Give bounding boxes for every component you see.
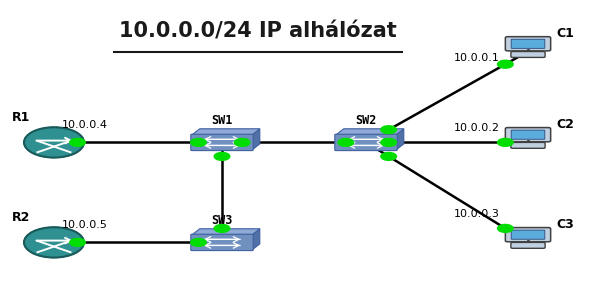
Circle shape	[381, 138, 397, 146]
FancyBboxPatch shape	[505, 128, 551, 142]
FancyBboxPatch shape	[511, 39, 545, 48]
Text: SW3: SW3	[211, 214, 233, 227]
Polygon shape	[396, 129, 404, 150]
Text: 10.0.0.2: 10.0.0.2	[454, 123, 500, 133]
FancyBboxPatch shape	[511, 242, 545, 248]
Polygon shape	[252, 129, 260, 150]
Circle shape	[235, 138, 250, 146]
Polygon shape	[252, 229, 260, 250]
Circle shape	[191, 138, 206, 146]
Circle shape	[24, 127, 84, 158]
FancyBboxPatch shape	[511, 130, 545, 139]
FancyBboxPatch shape	[511, 52, 545, 58]
Text: C3: C3	[557, 218, 575, 231]
Text: 10.0.0.4: 10.0.0.4	[62, 120, 108, 130]
Polygon shape	[336, 129, 404, 135]
Polygon shape	[192, 229, 260, 235]
Circle shape	[214, 152, 230, 160]
FancyBboxPatch shape	[505, 228, 551, 242]
Circle shape	[381, 126, 397, 134]
FancyBboxPatch shape	[505, 37, 551, 51]
Text: SW1: SW1	[211, 114, 233, 127]
FancyBboxPatch shape	[191, 134, 253, 151]
Text: R2: R2	[12, 211, 30, 224]
Text: C1: C1	[557, 27, 575, 40]
Text: SW2: SW2	[355, 114, 377, 127]
Circle shape	[381, 152, 397, 160]
Circle shape	[497, 60, 513, 68]
Text: 10.0.0.0/24 IP alhálózat: 10.0.0.0/24 IP alhálózat	[119, 21, 397, 41]
Circle shape	[497, 225, 513, 232]
FancyBboxPatch shape	[511, 142, 545, 148]
Circle shape	[70, 138, 85, 146]
Text: R1: R1	[12, 111, 30, 124]
Text: 10.0.0.3: 10.0.0.3	[454, 208, 500, 219]
Circle shape	[24, 227, 84, 258]
Circle shape	[338, 138, 353, 146]
Circle shape	[214, 225, 230, 232]
Circle shape	[497, 138, 513, 146]
FancyBboxPatch shape	[191, 234, 253, 251]
Polygon shape	[192, 129, 260, 135]
FancyBboxPatch shape	[511, 230, 545, 239]
Circle shape	[70, 238, 85, 246]
Text: 10.0.0.1: 10.0.0.1	[454, 52, 500, 63]
Text: C2: C2	[557, 118, 575, 131]
FancyBboxPatch shape	[335, 134, 397, 151]
Circle shape	[191, 238, 206, 246]
Text: 10.0.0.5: 10.0.0.5	[62, 220, 108, 230]
